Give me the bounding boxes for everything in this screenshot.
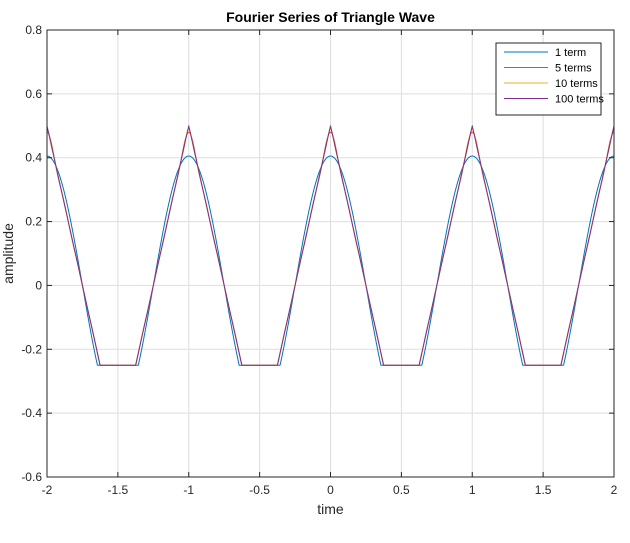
series-line-100 [46,124,615,366]
y-tick-label: 0 [35,278,42,292]
x-tick-label: 2 [611,483,618,497]
axis-ticks [46,29,615,478]
y-tick-label: 0.2 [25,215,42,229]
y-axis-label: amplitude [0,223,16,284]
legend-entry: 100 terms [555,94,604,106]
x-tick-label: -2 [42,483,53,497]
legend-box [495,42,602,116]
y-tick-label: -0.2 [21,342,42,356]
y-tick-labels: -0.6 -0.4 -0.2 0 0.2 0.4 0.6 0.8 [21,23,42,484]
x-tick-label: 0.5 [393,483,410,497]
x-tick-label: -0.5 [249,483,270,497]
series-lines [46,124,615,366]
x-tick-label: 1 [469,483,476,497]
legend-entry: 10 terms [555,78,598,90]
x-tick-label: 0 [327,483,334,497]
y-tick-label: 0.6 [25,87,42,101]
legend-entry: 5 terms [555,63,592,75]
legend-entry: 1 term [555,47,586,59]
y-tick-label: -0.6 [21,470,42,484]
y-tick-label: 0.4 [25,151,42,165]
x-axis-label: time [317,501,344,517]
series-line-1 [47,155,614,366]
legend: 1 term 5 terms 10 terms 100 terms [495,42,604,116]
x-tick-label: -1.5 [108,483,129,497]
y-tick-label: -0.4 [21,406,42,420]
y-tick-label: 0.8 [25,23,42,37]
chart-title: Fourier Series of Triangle Wave [226,9,435,25]
x-tick-labels: -2 -1.5 -1 -0.5 0 0.5 1 1.5 2 [42,483,618,497]
x-tick-label: -1 [183,483,194,497]
x-tick-label: 1.5 [535,483,552,497]
